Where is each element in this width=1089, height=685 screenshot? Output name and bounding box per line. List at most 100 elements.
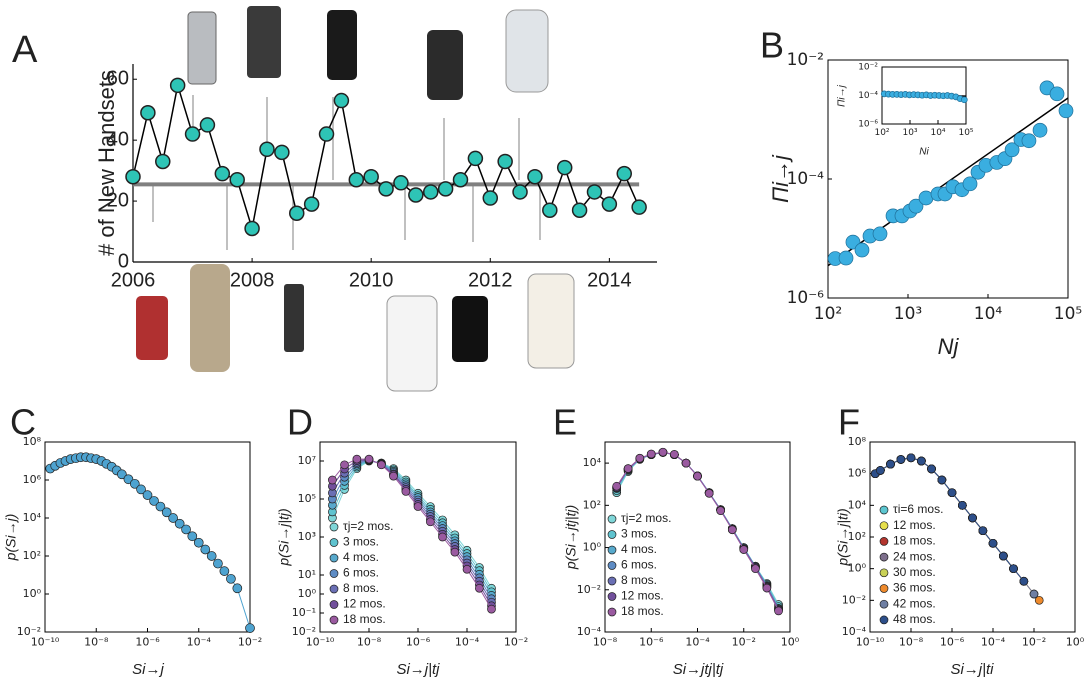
- y-tick-label: 10⁸: [848, 435, 867, 448]
- legend-marker: [879, 521, 889, 531]
- y-axis-label: p(Si→jtj|tj): [563, 505, 579, 570]
- data-point: [274, 144, 290, 161]
- data-point: [978, 526, 988, 536]
- data-point: [168, 513, 178, 523]
- x-tick-label: 10⁻¹⁰: [306, 635, 335, 648]
- x-tick-label: 2006: [111, 269, 156, 291]
- data-point: [169, 77, 186, 94]
- y-tick-label: 10⁰: [583, 541, 602, 554]
- y-axis-label: Πi→j: [837, 84, 848, 106]
- legend-label: 6 mos.: [621, 558, 657, 572]
- data-point: [226, 573, 236, 584]
- y-tick-label: 10⁻²: [292, 625, 316, 638]
- data-point: [289, 205, 305, 222]
- data-point: [117, 469, 127, 480]
- data-point: [184, 126, 201, 142]
- x-tick-label: 10⁻⁶: [406, 635, 431, 648]
- y-tick-label: 10⁸: [23, 435, 42, 448]
- data-point: [586, 184, 603, 200]
- data-point: [556, 159, 573, 176]
- legend-label: τj=2 mos.: [343, 519, 393, 533]
- data-point: [413, 502, 423, 511]
- y-tick-label: 10⁻⁴: [858, 91, 878, 101]
- y-axis-label: # of New Handsets: [94, 70, 119, 256]
- legend-label: 8 mos.: [621, 573, 657, 587]
- y-tick-label: 10⁻²: [17, 625, 41, 638]
- x-tick-label: 10⁻⁸: [84, 635, 109, 648]
- y-tick-label: 10⁶: [23, 473, 42, 486]
- data-point: [908, 198, 924, 214]
- data-point: [377, 460, 386, 470]
- data-point: [340, 460, 349, 470]
- y-tick-label: 10¹: [298, 568, 316, 581]
- y-tick-label: 10⁰: [848, 562, 867, 575]
- legend-marker: [879, 615, 889, 625]
- data-point: [1049, 86, 1065, 102]
- legend-marker: [329, 553, 339, 563]
- x-tick-label: 10⁰: [781, 635, 800, 648]
- panel: 2006 2008 2010 2012 2014 0 20 40 60 A # of New Han…: [12, 29, 657, 291]
- data-point: [960, 96, 968, 104]
- y-tick-label: 10²: [23, 549, 41, 562]
- legend-label: 6 mos.: [343, 566, 379, 580]
- y-tick-label: 10²: [848, 530, 866, 543]
- y-tick-label: 0: [118, 250, 129, 272]
- data-point: [927, 464, 936, 474]
- x-axis-label: Ni: [919, 147, 929, 158]
- legend-marker: [329, 584, 339, 594]
- series-line: [874, 457, 1025, 582]
- data-point: [318, 126, 335, 142]
- y-tick-label: 10⁻⁴: [787, 169, 825, 189]
- data-point: [462, 564, 472, 574]
- x-tick-label: 10²: [874, 128, 889, 138]
- data-point: [1034, 595, 1044, 605]
- panel: 10⁻¹⁰ 10⁻⁸ 10⁻⁶ 10⁻⁴ 10⁻² 10⁰ 10⁸ 10⁶ 10⁴ 10² 10⁰ 1…: [835, 402, 1085, 678]
- data-point: [1009, 564, 1018, 574]
- data-point: [1032, 122, 1048, 138]
- data-point: [199, 117, 216, 133]
- data-point: [181, 524, 191, 535]
- legend-marker: [607, 592, 617, 601]
- data-point: [129, 478, 140, 489]
- y-tick-label: 10⁰: [23, 587, 42, 600]
- data-point: [450, 547, 460, 557]
- data-point: [206, 551, 217, 561]
- data-point: [1058, 103, 1074, 119]
- x-tick-label: 2014: [587, 269, 632, 291]
- legend-label: 4 mos.: [621, 542, 657, 556]
- y-tick-label: 10⁶: [848, 467, 867, 480]
- phone-icon: [386, 295, 438, 392]
- legend-marker: [329, 538, 339, 547]
- y-tick-label: 10⁻⁴: [842, 625, 867, 638]
- y-tick-label: 10⁻¹: [292, 606, 316, 619]
- data-point: [136, 484, 146, 495]
- data-point: [1004, 142, 1020, 158]
- x-tick-label: 10⁻⁴: [981, 635, 1006, 648]
- data-point: [193, 537, 204, 548]
- data-point: [762, 583, 772, 593]
- data-point: [635, 453, 645, 463]
- phone-icon: [427, 30, 463, 100]
- phone-icon: [527, 273, 575, 369]
- x-axis-label: Si→j|tj: [396, 661, 440, 678]
- phone-icon: [190, 264, 230, 372]
- data-point: [727, 525, 737, 535]
- data-point: [658, 447, 668, 457]
- legend-marker: [329, 569, 339, 578]
- data-point: [303, 196, 320, 212]
- data-point: [219, 566, 230, 576]
- data-point: [774, 606, 783, 616]
- x-tick-label: 10⁻²: [238, 635, 262, 648]
- legend-label: 42 mos.: [893, 596, 936, 610]
- data-point: [601, 196, 618, 212]
- series-line: [132, 85, 640, 229]
- data-point: [174, 518, 185, 529]
- data-point: [716, 506, 725, 515]
- data-point: [527, 168, 543, 185]
- data-point: [213, 558, 223, 569]
- data-point: [475, 583, 484, 593]
- x-tick-label: 2010: [349, 269, 394, 291]
- y-tick-label: 10⁻²: [842, 593, 866, 606]
- x-tick-label: 2012: [468, 269, 513, 291]
- y-tick-label: 10⁻²: [577, 583, 601, 596]
